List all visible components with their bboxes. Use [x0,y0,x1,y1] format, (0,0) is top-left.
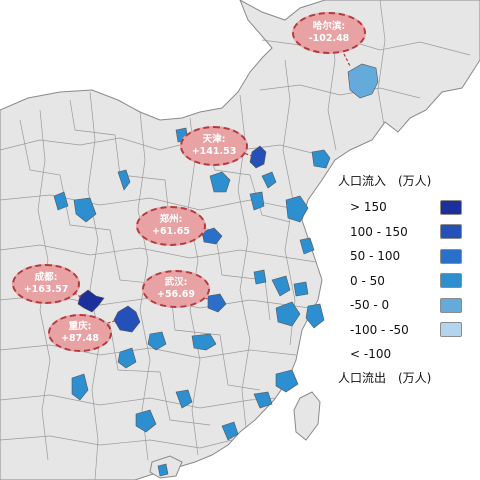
region-south-e [135,409,157,433]
region-wuhan [207,293,227,313]
region-south-f [175,389,193,409]
legend-swatch [440,199,462,215]
region-chengdu [77,289,105,313]
callout-zhengzhou-city: 郑州: [159,214,183,225]
legend-row-neg100-neg50: -100 - -50 [338,318,462,343]
callout-zhengzhou: 郑州: +61.65 [136,206,206,246]
region-harbin [347,63,379,99]
region-central-c [253,269,267,285]
highlighted-regions [53,63,379,477]
region-delta-b [305,303,325,329]
region-south-h [157,463,169,477]
legend-label: 50 - 100 [350,249,401,264]
callout-tianjin-value: +141.53 [191,146,237,157]
region-chongqing [113,305,141,333]
callout-chongqing: 重庆: +87.48 [48,314,112,352]
legend-label: > 150 [350,200,387,215]
callout-harbin-value: -102.48 [308,33,350,44]
legend-title-outflow: 人口流出 (万人) [338,370,432,385]
region-central-b [147,331,167,351]
region-north-b [209,171,231,193]
legend-row-0-50: 0 - 50 [338,269,462,294]
callout-tianjin-city: 天津: [202,134,226,145]
region-tianjin [249,145,267,169]
map-legend: 人口流入 (万人) > 150 100 - 150 50 - 100 0 - 5… [338,172,478,386]
legend-row-100-150: 100 - 150 [338,220,462,245]
legend-label: 0 - 50 [350,273,385,288]
legend-row-gt150: > 150 [338,195,462,220]
region-south-b [253,391,273,409]
legend-swatch [440,273,462,289]
callout-zhengzhou-value: +61.65 [151,226,190,237]
region-south-g [221,421,239,441]
region-west-a [53,191,69,211]
legend-title-inflow: 人口流入 (万人) [338,174,432,188]
callout-chengdu-value: +163.57 [23,284,69,295]
callout-wuhan: 武汉: +56.69 [142,270,210,308]
legend-row-50-100: 50 - 100 [338,244,462,269]
region-delta-c [293,281,309,297]
taiwan-island [293,391,321,441]
callout-wuhan-city: 武汉: [164,277,188,288]
legend-label: < -100 [350,347,392,362]
region-central-d [271,275,291,297]
region-south-a [275,369,299,393]
region-east-a [285,195,309,223]
region-north-c [117,169,131,191]
region-east-b [249,191,265,211]
callout-chongqing-value: +87.48 [60,333,99,344]
legend-row-neg50-0: -50 - 0 [338,293,462,318]
callout-chengdu: 成都: +163.57 [12,264,80,304]
legend-swatch [440,248,462,264]
callout-tianjin: 天津: +141.53 [180,126,248,166]
legend-swatch [440,322,462,338]
callout-harbin-city: 哈尔滨: [312,21,346,32]
region-south-d [71,373,89,401]
legend-label: -50 - 0 [350,298,390,313]
region-east-c [299,237,315,255]
callout-wuhan-value: +56.69 [156,289,195,300]
region-delta-a [275,301,301,327]
callout-harbin: 哈尔滨: -102.48 [292,12,366,54]
callout-chengdu-city: 成都: [34,272,58,283]
region-north-a [311,149,331,169]
legend-row-lt-neg100: < -100 [338,342,462,367]
legend-swatch [440,224,462,240]
region-south-c [117,347,137,369]
region-west-b [73,197,97,223]
legend-label: -100 - -50 [350,322,409,337]
callout-chongqing-city: 重庆: [68,321,92,332]
region-central-a [191,333,217,351]
region-zhengzhou [201,227,223,245]
legend-label: 100 - 150 [350,224,408,239]
legend-swatch [440,297,462,313]
region-north-e [261,171,277,189]
